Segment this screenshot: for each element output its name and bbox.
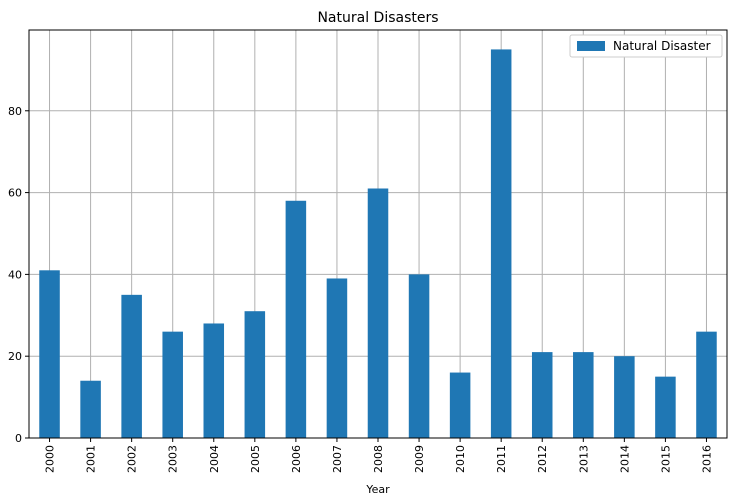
legend-swatch [577, 41, 605, 51]
bar-2006 [285, 200, 307, 438]
bar-2014 [614, 356, 635, 438]
legend: Natural Disaster [569, 34, 723, 58]
x-tick-label: 2011 [495, 445, 508, 473]
chart-title: Natural Disasters [317, 10, 438, 26]
bar-2005 [244, 311, 266, 438]
y-tick-label: 40 [8, 268, 22, 281]
x-tick-label: 2008 [372, 445, 385, 473]
bar-2003 [162, 331, 183, 438]
bar-2012 [531, 352, 553, 438]
x-tick-label: 2006 [290, 445, 303, 473]
bar-2002 [121, 294, 142, 438]
bars [39, 49, 717, 439]
x-tick-label: 2010 [454, 445, 467, 473]
legend-box [569, 34, 723, 58]
y-tick-label: 80 [8, 105, 22, 118]
x-tick-label: 2016 [700, 445, 713, 473]
bar-2016 [696, 331, 717, 438]
bar-2004 [203, 323, 225, 438]
y-axis-ticks: 0 20 40 60 80 [8, 105, 29, 445]
bar-2001 [80, 380, 101, 438]
x-tick-label: 2007 [331, 445, 344, 473]
y-tick-label: 60 [8, 187, 22, 200]
bar-2000 [39, 270, 60, 438]
x-tick-label: 2003 [167, 445, 180, 473]
bar-2008 [367, 188, 389, 438]
bar-2011 [490, 49, 512, 439]
x-tick-label: 2012 [536, 445, 549, 473]
x-tick-label: 2014 [618, 445, 631, 473]
x-tick-label: 2004 [208, 445, 221, 473]
bar-2015 [655, 376, 676, 438]
x-tick-label: 2001 [85, 445, 98, 473]
y-tick-label: 0 [15, 432, 22, 445]
y-tick-label: 20 [8, 350, 22, 363]
x-axis-ticks: 2000 2001 2002 2003 2004 2005 2006 2007 2008 2009… [44, 438, 713, 473]
x-tick-label: 2009 [413, 445, 426, 473]
bar-2013 [573, 352, 594, 438]
bar-2009 [408, 274, 430, 438]
legend-label: Natural Disaster [613, 39, 711, 53]
x-tick-label: 2002 [126, 445, 139, 473]
x-axis-label: Year [365, 483, 390, 496]
bar-2010 [449, 372, 471, 438]
x-tick-label: 2005 [249, 445, 262, 473]
bar-2007 [326, 278, 348, 438]
x-tick-label: 2013 [577, 445, 590, 473]
x-tick-label: 2000 [44, 445, 57, 473]
x-tick-label: 2015 [659, 445, 672, 473]
